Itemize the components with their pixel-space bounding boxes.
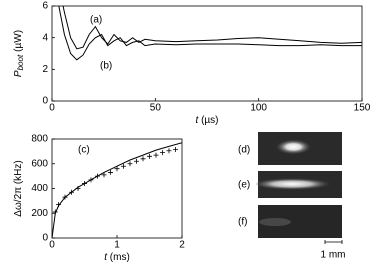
data-marker — [127, 161, 133, 167]
data-marker — [108, 169, 113, 175]
y-axis-label: Δω/2π (kHz) — [13, 160, 24, 216]
x-tick-label: 1 — [114, 240, 120, 251]
x-axis-variable: t — [104, 252, 108, 262]
image-label: (f) — [238, 217, 247, 228]
y-tick-label: 600 — [31, 158, 48, 169]
scale-label: 1 mm — [321, 250, 346, 261]
y-tick-label: 0 — [42, 233, 48, 244]
y-axis-variable: P — [13, 70, 24, 77]
y-axis-unit: (µW) — [13, 30, 24, 52]
axes-frame — [51, 5, 363, 102]
x-axis-label: t (ms) — [104, 252, 130, 262]
x-axis-unit: (ms) — [110, 252, 130, 262]
x-tick-label: 150 — [354, 103, 371, 114]
image-panels: (d) (e) (f) 1 mm — [238, 132, 346, 261]
data-marker — [134, 158, 139, 164]
series-label: (a) — [90, 15, 102, 26]
y-axis-title: Δω/2π (kHz) — [13, 160, 24, 216]
data-marker — [114, 166, 120, 172]
y-tick-label: 800 — [31, 134, 48, 145]
x-tick-label: 100 — [250, 103, 267, 114]
data-marker — [153, 152, 159, 158]
plot-area — [52, 142, 182, 238]
data-marker — [140, 156, 146, 162]
panel-label: (c) — [78, 145, 90, 156]
image-spot — [270, 137, 322, 159]
y-tick-label: 400 — [31, 183, 48, 194]
x-tick-label: 50 — [150, 103, 162, 114]
data-marker — [160, 150, 165, 156]
plot-area — [58, 6, 362, 61]
x-tick-label: 0 — [49, 240, 55, 251]
data-marker — [173, 147, 178, 153]
x-tick-label: 0 — [49, 103, 55, 114]
image-label: (d) — [238, 145, 250, 156]
scale-bar — [324, 240, 343, 244]
data-line — [58, 6, 362, 61]
data-line — [52, 142, 182, 238]
data-marker — [101, 172, 107, 178]
x-axis-variable: t — [196, 115, 200, 126]
series-label: (b) — [100, 61, 112, 72]
y-tick-label: 2 — [42, 64, 48, 75]
image-spot — [259, 218, 291, 226]
y-tick-label: 6 — [42, 1, 48, 12]
data-marker — [147, 153, 152, 159]
data-line — [62, 6, 362, 50]
x-tick-label: 2 — [179, 240, 185, 251]
y-tick-label: 200 — [31, 208, 48, 219]
image-spot — [256, 178, 336, 190]
data-marker — [121, 163, 126, 169]
image-label: (e) — [238, 180, 250, 191]
y-tick-label: 4 — [42, 32, 48, 43]
x-axis-unit: (µs) — [201, 115, 218, 126]
y-tick-label: 0 — [42, 96, 48, 107]
y-axis-label: Pboot (µW) — [13, 30, 25, 77]
x-axis-label: t (µs) — [196, 115, 219, 126]
y-axis-subscript: boot — [16, 54, 25, 70]
data-marker — [166, 148, 172, 154]
